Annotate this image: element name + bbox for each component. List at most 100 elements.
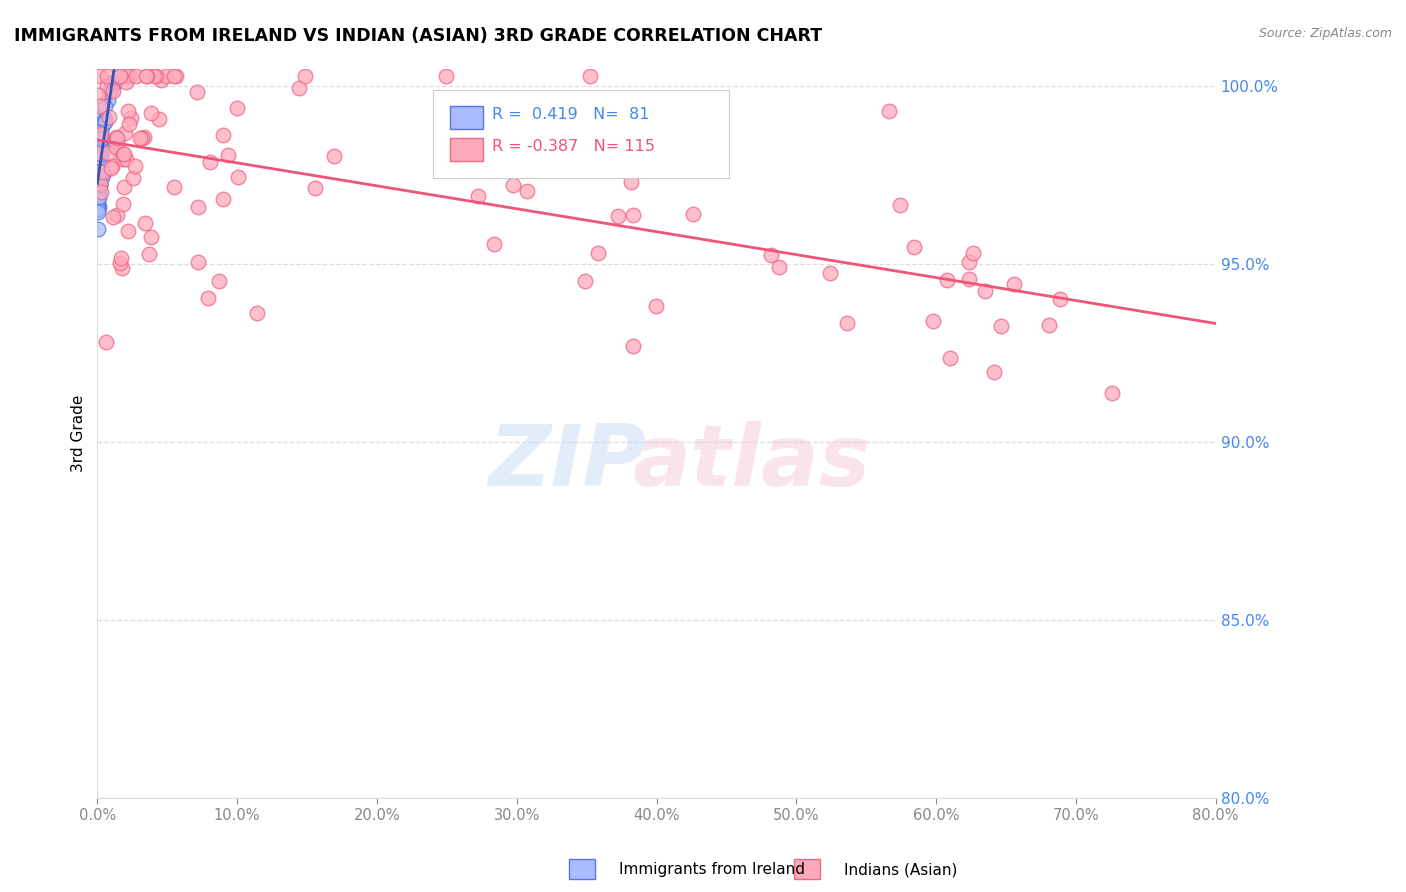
Point	[100, 76, 122, 90]
Point	[87, 172, 110, 186]
Point	[96, 69, 118, 83]
Point	[90, 153, 112, 168]
Point	[90, 149, 112, 163]
Bar	[450, 138, 484, 161]
Bar	[794, 859, 820, 879]
Point	[87, 205, 110, 219]
Point	[586, 245, 609, 260]
Text: ZIP: ZIP	[488, 421, 645, 504]
Point	[87, 172, 110, 186]
Point	[94, 112, 117, 127]
Point	[197, 291, 219, 305]
Point	[87, 124, 110, 138]
Point	[105, 131, 128, 145]
Y-axis label: 3rd Grade: 3rd Grade	[72, 394, 86, 472]
Point	[957, 271, 980, 285]
Point	[87, 188, 110, 202]
Point	[117, 117, 139, 131]
Text: Immigrants from Ireland: Immigrants from Ireland	[619, 863, 804, 877]
Point	[87, 222, 110, 236]
Point	[90, 128, 112, 142]
Point	[579, 69, 602, 83]
Point	[122, 170, 145, 185]
Point	[89, 177, 111, 191]
Point	[112, 147, 135, 161]
Point	[101, 76, 124, 90]
Point	[86, 163, 108, 178]
Point	[93, 164, 115, 178]
Point	[86, 170, 108, 185]
Point	[148, 112, 170, 127]
Point	[100, 161, 122, 175]
Point	[768, 260, 790, 274]
Point	[90, 157, 112, 171]
Point	[903, 240, 925, 254]
Point	[682, 207, 704, 221]
Point	[212, 193, 235, 207]
Point	[89, 176, 111, 190]
Point	[87, 186, 110, 200]
Point	[107, 208, 129, 222]
Point	[86, 183, 108, 197]
Point	[86, 163, 108, 178]
Text: R =  0.419   N=  81: R = 0.419 N= 81	[492, 107, 650, 122]
Point	[620, 175, 643, 189]
Point	[120, 111, 142, 125]
Point	[87, 179, 110, 194]
Point	[163, 69, 186, 83]
Point	[208, 274, 231, 288]
Point	[94, 99, 117, 113]
Point	[502, 178, 524, 193]
Point	[87, 175, 110, 189]
Point	[89, 163, 111, 178]
Point	[957, 255, 980, 269]
Point	[131, 131, 153, 145]
Point	[134, 216, 156, 230]
Point	[91, 115, 114, 129]
Point	[89, 177, 111, 191]
Point	[93, 115, 115, 129]
Point	[835, 316, 858, 330]
Point	[87, 190, 110, 204]
Point	[94, 334, 117, 349]
Point	[139, 106, 162, 120]
Point	[104, 76, 127, 90]
Point	[574, 274, 596, 288]
Point	[114, 152, 136, 166]
Point	[105, 140, 128, 154]
Point	[86, 198, 108, 212]
Point	[145, 69, 167, 83]
Text: Indians (Asian): Indians (Asian)	[844, 863, 957, 877]
Point	[111, 152, 134, 166]
Point	[96, 79, 118, 94]
Point	[112, 180, 135, 194]
Point	[1038, 318, 1060, 332]
Point	[90, 186, 112, 200]
Point	[115, 75, 138, 89]
Point	[97, 93, 120, 107]
Point	[983, 365, 1005, 379]
Point	[93, 168, 115, 182]
Point	[187, 200, 209, 214]
Point	[91, 120, 114, 135]
Text: IMMIGRANTS FROM IRELAND VS INDIAN (ASIAN) 3RD GRADE CORRELATION CHART: IMMIGRANTS FROM IRELAND VS INDIAN (ASIAN…	[14, 27, 823, 45]
Point	[141, 230, 163, 244]
Point	[86, 189, 108, 203]
Point	[100, 82, 122, 96]
Point	[103, 76, 125, 90]
Point	[702, 129, 724, 144]
Point	[101, 76, 124, 90]
Point	[87, 178, 110, 192]
Point	[322, 149, 344, 163]
Point	[87, 199, 110, 213]
Point	[939, 351, 962, 365]
Point	[86, 155, 108, 169]
Point	[86, 184, 108, 198]
Point	[87, 163, 110, 178]
Point	[134, 69, 156, 83]
Point	[87, 186, 110, 201]
Point	[163, 180, 186, 194]
Point	[87, 153, 110, 168]
Point	[87, 185, 110, 199]
Point	[294, 70, 316, 84]
